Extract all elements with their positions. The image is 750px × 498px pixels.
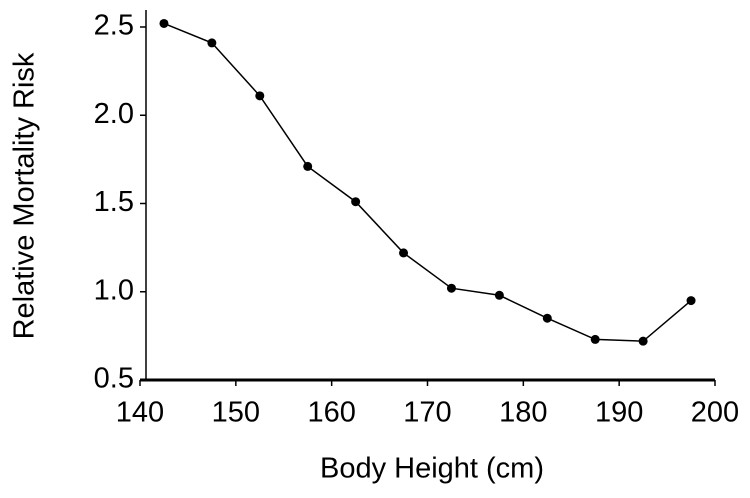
data-point: [207, 38, 217, 48]
data-point: [542, 313, 552, 323]
data-point: [446, 283, 456, 293]
y-tick-label: 2.5: [94, 10, 134, 42]
data-point: [351, 197, 361, 207]
data-line: [163, 22, 692, 342]
y-tick-label: 1.0: [94, 274, 134, 306]
data-point: [494, 290, 504, 300]
data-point: [590, 334, 600, 344]
data-point: [159, 18, 169, 28]
x-tick-label: 170: [403, 397, 451, 429]
y-tick-label: 0.5: [94, 363, 134, 395]
data-point: [255, 91, 265, 101]
data-point: [638, 336, 648, 346]
x-tick-label: 190: [595, 397, 643, 429]
x-tick-label: 140: [116, 397, 164, 429]
x-axis-title: Body Height (cm): [320, 453, 544, 485]
data-point: [303, 161, 313, 171]
x-tick-label: 160: [307, 397, 355, 429]
data-point: [399, 248, 409, 258]
x-tick-label: 150: [212, 397, 260, 429]
x-tick-label: 200: [691, 397, 739, 429]
data-point: [686, 296, 696, 306]
x-tick-label: 180: [499, 397, 547, 429]
y-tick-label: 1.5: [94, 186, 134, 218]
y-axis-title: Relative Mortality Risk: [9, 52, 41, 339]
y-tick-label: 2.0: [94, 98, 134, 130]
